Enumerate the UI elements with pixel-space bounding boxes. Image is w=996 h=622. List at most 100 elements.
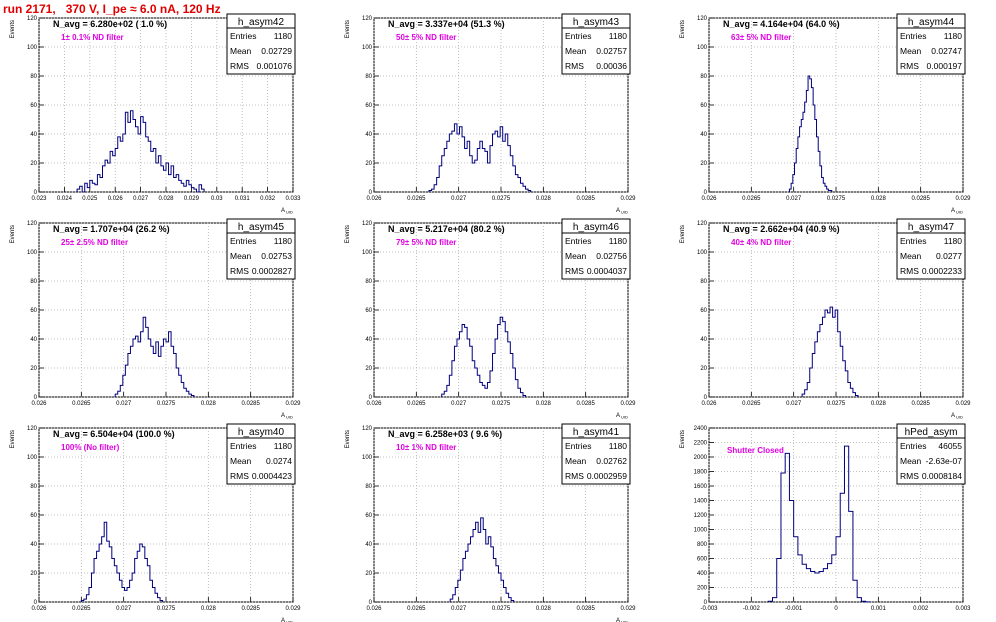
y-tick-label: 80: [365, 484, 372, 490]
y-tick-label: 100: [362, 455, 373, 461]
stats-box: h_asym46 Entries 1180 Mean 0.02756 RMS 0.00040…: [561, 218, 631, 280]
stats-value-rms: 0.0008184: [922, 471, 962, 481]
y-tick-label: 120: [362, 16, 373, 22]
y-tick-label: 400: [697, 571, 708, 577]
histogram-panel-h_asym46: 0.026 0.0265 0.027 0.0275 0.028 0.0285 0.029 0 2…: [345, 218, 636, 420]
x-tick-label: 0.0265: [72, 606, 91, 612]
x-axis-label: AUID: [616, 618, 628, 622]
stats-label-rms: RMS: [230, 471, 249, 481]
y-tick-label: 20: [30, 366, 37, 372]
x-tick-label: 0.0265: [742, 401, 761, 407]
stats-box: h_asym43 Entries 1180 Mean 0.02757 RMS 0.00036: [561, 13, 631, 75]
x-tick-label: 0.026: [31, 401, 47, 407]
x-tick-label: 0.0285: [576, 401, 595, 407]
page-title: run 2171, 370 V, I_pe ≈ 6.0 nA, 120 Hz: [3, 2, 221, 16]
y-tick-label: 0: [34, 395, 38, 401]
y-axis-label: Events: [680, 430, 686, 448]
y-tick-label: 80: [700, 74, 707, 80]
stats-label-entries: Entries: [230, 31, 256, 41]
stats-label-rms: RMS: [230, 266, 249, 276]
x-tick-label: 0.026: [701, 196, 717, 202]
stats-value-mean: 0.0274: [266, 456, 292, 466]
navg-label: N_avg = 6.280e+02 ( 1.0 %): [53, 19, 167, 29]
x-tick-label: 0.027: [451, 401, 467, 407]
y-axis-label: Events: [10, 430, 16, 448]
stats-label-entries: Entries: [565, 441, 591, 451]
x-tick-label: 0.031: [235, 196, 251, 202]
y-tick-label: 80: [365, 74, 372, 80]
x-tick-label: 0.026: [108, 196, 124, 202]
stats-value-entries: 1180: [274, 236, 293, 246]
stats-box: h_asym45 Entries 1180 Mean 0.02753 RMS 0.00028…: [226, 218, 296, 280]
y-tick-label: 60: [700, 308, 707, 314]
y-tick-label: 0: [34, 190, 38, 196]
histogram-name: h_asym43: [573, 17, 620, 28]
histogram-panel-h_asym44: 0.026 0.0265 0.027 0.0275 0.028 0.0285 0.029 0 2…: [680, 13, 971, 215]
stats-label-entries: Entries: [900, 31, 926, 41]
x-tick-label: 0.028: [201, 401, 217, 407]
stats-value-mean: 0.02753: [261, 251, 292, 261]
stats-label-rms: RMS: [900, 471, 919, 481]
x-tick-label: 0.027: [116, 401, 132, 407]
x-tick-label: 0.027: [786, 196, 802, 202]
y-tick-label: 20: [700, 366, 707, 372]
stats-box: h_asym41 Entries 1180 Mean 0.02762 RMS 0.00029…: [561, 423, 631, 485]
stats-box-frame: [896, 423, 966, 485]
y-tick-label: 120: [27, 221, 38, 227]
navg-label: N_avg = 2.662e+04 (40.9 %): [723, 224, 840, 234]
y-tick-label: 120: [27, 426, 38, 432]
y-tick-label: 60: [30, 103, 37, 109]
y-tick-label: 40: [30, 542, 37, 548]
stats-label-mean: Mean: [230, 46, 252, 56]
y-tick-label: 20: [700, 161, 707, 167]
x-tick-label: -0.002: [743, 606, 761, 612]
x-tick-label: 0.025: [82, 196, 98, 202]
histogram-panel-h_asym43: 0.026 0.0265 0.027 0.0275 0.028 0.0285 0.029 0 2…: [345, 13, 636, 215]
histogram-line: [114, 316, 195, 397]
y-tick-label: 20: [365, 366, 372, 372]
stats-box-frame: [226, 218, 296, 280]
x-tick-label: 0.029: [620, 401, 636, 407]
y-tick-label: 0: [704, 190, 708, 196]
y-tick-label: 60: [365, 103, 372, 109]
stats-value-rms: 0.001076: [257, 61, 293, 71]
x-tick-label: 0.0275: [492, 401, 511, 407]
y-tick-label: 60: [365, 308, 372, 314]
y-tick-label: 20: [30, 571, 37, 577]
stats-value-mean: 0.02756: [596, 251, 627, 261]
stats-label-rms: RMS: [565, 471, 584, 481]
stats-value-entries: 1180: [609, 236, 628, 246]
x-tick-label: -0.003: [700, 606, 718, 612]
y-tick-label: 1200: [694, 513, 708, 519]
histogram-name: h_asym42: [238, 17, 285, 28]
stats-label-entries: Entries: [230, 441, 256, 451]
stats-box: h_asym40 Entries 1180 Mean 0.0274 RMS 0.000442…: [226, 423, 296, 485]
x-tick-label: 0.0265: [407, 606, 426, 612]
stats-value-rms: 0.0002959: [587, 471, 627, 481]
stats-label-entries: Entries: [565, 31, 591, 41]
x-tick-label: 0: [834, 606, 838, 612]
stats-value-entries: 46055: [938, 441, 962, 451]
stats-box-frame: [896, 13, 966, 75]
x-tick-label: 0.026: [366, 401, 382, 407]
y-tick-label: 80: [30, 484, 37, 490]
y-axis-label: Events: [680, 225, 686, 243]
stats-value-rms: 0.0004037: [587, 266, 627, 276]
y-tick-label: 80: [30, 279, 37, 285]
x-tick-label: 0.027: [786, 401, 802, 407]
y-tick-label: 2200: [694, 441, 708, 447]
stats-value-rms: 0.0002827: [252, 266, 292, 276]
histogram-name: h_asym46: [573, 222, 620, 233]
x-tick-label: 0.026: [366, 196, 382, 202]
y-tick-label: 1800: [694, 470, 708, 476]
stats-value-mean: 0.02747: [931, 46, 962, 56]
stats-value-mean: -2.63e-07: [926, 456, 963, 466]
stats-box: h_asym47 Entries 1180 Mean 0.0277 RMS 0.000223…: [896, 218, 966, 280]
x-tick-label: 0.029: [620, 196, 636, 202]
stats-label-entries: Entries: [900, 441, 926, 451]
x-tick-label: 0.0285: [911, 401, 930, 407]
stats-value-mean: 0.02762: [596, 456, 627, 466]
y-tick-label: 100: [697, 45, 708, 51]
stats-value-entries: 1180: [609, 441, 628, 451]
stats-value-entries: 1180: [274, 31, 293, 41]
